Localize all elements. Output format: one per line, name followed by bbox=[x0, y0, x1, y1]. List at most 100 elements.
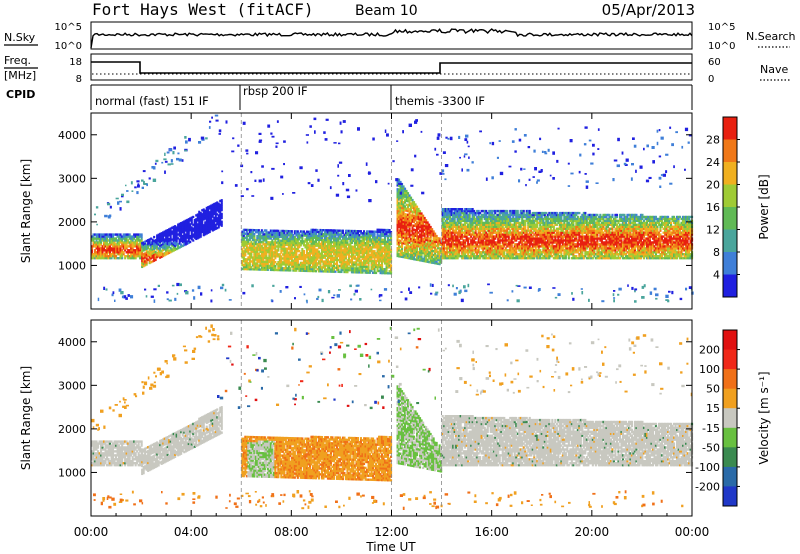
power-cell bbox=[319, 236, 322, 240]
power-cell bbox=[199, 213, 202, 217]
power-cell bbox=[245, 244, 248, 247]
power-cell bbox=[272, 235, 275, 238]
power-cell bbox=[101, 257, 104, 260]
power-cell bbox=[169, 243, 172, 246]
power-cell bbox=[398, 239, 401, 242]
power-cell bbox=[378, 238, 381, 241]
power-cell bbox=[319, 238, 322, 242]
power-cell bbox=[441, 209, 444, 213]
power-cell bbox=[497, 221, 500, 225]
power-cell bbox=[296, 255, 299, 259]
power-cell bbox=[127, 251, 130, 254]
power-cell bbox=[301, 261, 304, 265]
power-cell bbox=[322, 234, 325, 238]
power-cell bbox=[343, 247, 346, 250]
power-cell bbox=[292, 261, 295, 264]
power-cell bbox=[178, 224, 181, 228]
power-cell bbox=[515, 221, 518, 225]
power-cell bbox=[166, 244, 169, 247]
power-cell bbox=[317, 240, 320, 244]
power-cell bbox=[136, 255, 139, 258]
power-cell bbox=[452, 215, 455, 219]
power-cell bbox=[256, 264, 259, 267]
power-cell bbox=[180, 225, 183, 229]
power-cell bbox=[280, 239, 283, 242]
power-cell bbox=[388, 264, 391, 267]
power-cell bbox=[447, 217, 450, 221]
power-cell bbox=[376, 250, 379, 253]
power-cell bbox=[453, 223, 456, 226]
power-cell bbox=[452, 229, 455, 232]
power-cell bbox=[358, 249, 361, 253]
power-cell bbox=[356, 263, 359, 266]
power-cell bbox=[329, 233, 332, 236]
power-cell bbox=[461, 253, 464, 256]
power-cell bbox=[331, 268, 334, 271]
power-cell bbox=[109, 253, 112, 256]
power-cell bbox=[363, 269, 366, 272]
power-cell bbox=[366, 247, 369, 251]
power-cell bbox=[174, 234, 177, 238]
power-cell bbox=[444, 241, 447, 244]
power-cell bbox=[213, 216, 216, 220]
power-cell bbox=[350, 251, 353, 254]
power-cell bbox=[455, 231, 458, 234]
power-cell bbox=[527, 227, 530, 230]
power-cell bbox=[422, 216, 425, 219]
power-cell bbox=[347, 259, 350, 262]
power-cell bbox=[141, 257, 144, 261]
power-cell bbox=[473, 237, 476, 240]
power-cell bbox=[486, 229, 489, 232]
power-cell bbox=[492, 257, 495, 260]
power-cell bbox=[387, 240, 390, 244]
power-cell bbox=[316, 248, 319, 251]
power-cell bbox=[242, 240, 245, 243]
power-cell bbox=[219, 215, 222, 218]
power-cell bbox=[95, 241, 98, 244]
power-cell bbox=[426, 237, 429, 240]
power-cell bbox=[522, 237, 525, 240]
power-cell bbox=[280, 265, 283, 268]
power-cell bbox=[465, 219, 468, 223]
power-cell bbox=[257, 240, 260, 244]
power-cell bbox=[501, 225, 504, 228]
power-cell bbox=[341, 231, 344, 234]
power-cell bbox=[195, 214, 198, 217]
power-cell bbox=[183, 228, 186, 231]
power-cell bbox=[423, 258, 426, 261]
power-cell bbox=[332, 262, 335, 266]
station-title: Fort Hays West (fitACF) bbox=[92, 0, 314, 19]
power-cell bbox=[187, 241, 190, 244]
power-cell bbox=[259, 256, 262, 259]
power-cell bbox=[381, 228, 384, 232]
power-cell bbox=[385, 270, 388, 273]
power-cell bbox=[419, 233, 422, 236]
power-cell bbox=[305, 230, 308, 233]
power-cell bbox=[263, 268, 266, 271]
power-cell bbox=[162, 239, 165, 242]
power-cell bbox=[503, 241, 506, 244]
power-cell bbox=[450, 219, 453, 223]
power-cell bbox=[444, 251, 447, 254]
power-cell bbox=[507, 253, 510, 256]
power-cell bbox=[447, 239, 450, 242]
power-cell bbox=[497, 255, 500, 258]
power-cell bbox=[302, 244, 305, 247]
power-cell bbox=[396, 221, 399, 224]
power-cell bbox=[107, 257, 110, 260]
power-cell bbox=[501, 237, 504, 240]
power-cell bbox=[491, 227, 494, 230]
power-cell bbox=[453, 208, 456, 211]
power-cell bbox=[387, 260, 390, 263]
power-cell bbox=[435, 234, 438, 238]
power-cell bbox=[480, 227, 483, 230]
power-cell bbox=[358, 234, 361, 237]
power-cell bbox=[495, 245, 498, 248]
power-cell bbox=[346, 263, 349, 266]
power-cell bbox=[139, 255, 142, 258]
power-cell bbox=[293, 230, 296, 233]
power-cell bbox=[405, 252, 408, 255]
power-cell bbox=[492, 225, 495, 228]
power-cell bbox=[301, 263, 304, 267]
power-cell bbox=[444, 223, 447, 226]
